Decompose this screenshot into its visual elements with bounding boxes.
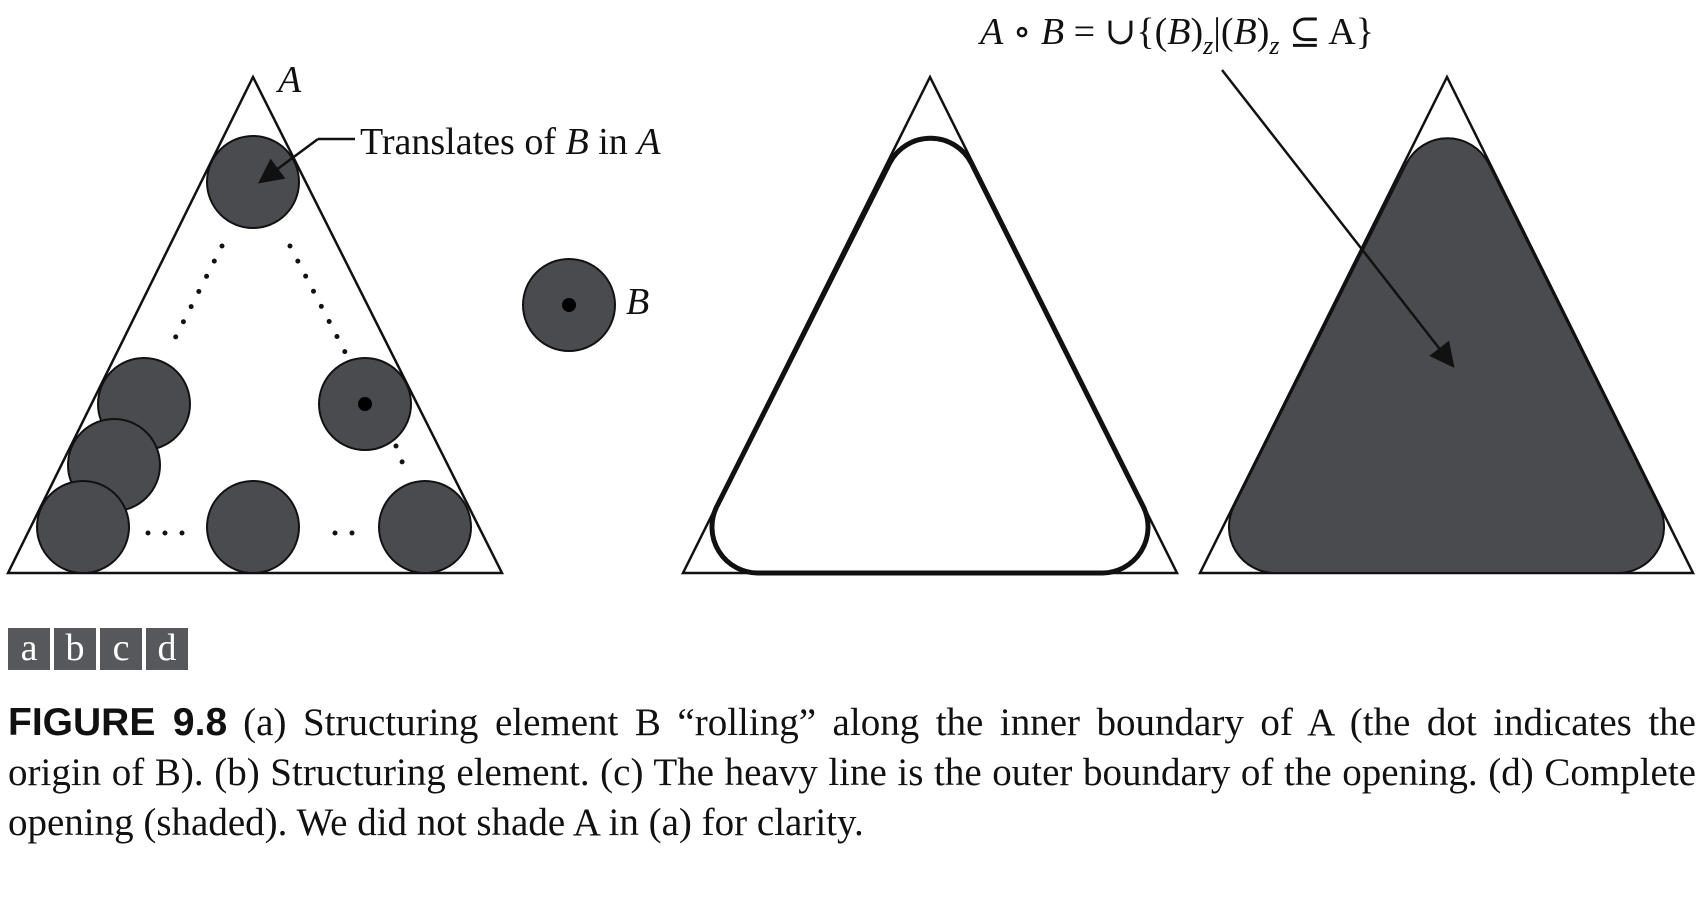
translates-label: Translates of B in A [360, 121, 661, 163]
dotted-path-right [287, 243, 348, 355]
panel-tag-a: a [8, 628, 50, 670]
panel-tags: a b c d [8, 628, 188, 670]
opening-boundary [709, 135, 1151, 576]
panel-d [1197, 69, 1696, 575]
opening-shaded [1227, 137, 1666, 574]
triangle-A-c [680, 74, 1180, 575]
dotted-path-left [165, 243, 225, 355]
panel-c [680, 74, 1180, 576]
origin-dot-right-disk [358, 397, 372, 411]
disk-translate-bottom-right [378, 480, 472, 574]
figure-caption: FIGURE 9.8 (a) Structuring element B “rol… [8, 698, 1696, 848]
figure-9-8-illustration: A Translates of B in A B A ∘ B = ∪{(B)z|… [5, 11, 1696, 576]
panel-tag-d: d [146, 628, 188, 670]
label-A: A [275, 59, 302, 101]
panel-a: A Translates of B in A [5, 59, 661, 575]
panel-tag-c: c [100, 628, 142, 670]
disk-translate-left-3 [36, 480, 130, 574]
disk-translate-top [206, 135, 300, 229]
origin-dot-B [562, 298, 576, 312]
label-B: B [626, 281, 649, 323]
disk-translate-bottom-mid [206, 480, 300, 574]
panel-tag-b: b [54, 628, 96, 670]
dotted-path-right-lower [393, 443, 409, 475]
panel-b: B [522, 258, 649, 352]
formula-pointer-arrow [1221, 69, 1455, 368]
opening-formula: A ∘ B = ∪{(B)z|(B)z ⊆ A} [977, 11, 1374, 60]
caption-text: (a) Structuring element B “rolling” alon… [8, 701, 1696, 844]
translates-pointer-arrow [257, 137, 319, 184]
figure-number: FIGURE 9.8 [8, 701, 228, 744]
